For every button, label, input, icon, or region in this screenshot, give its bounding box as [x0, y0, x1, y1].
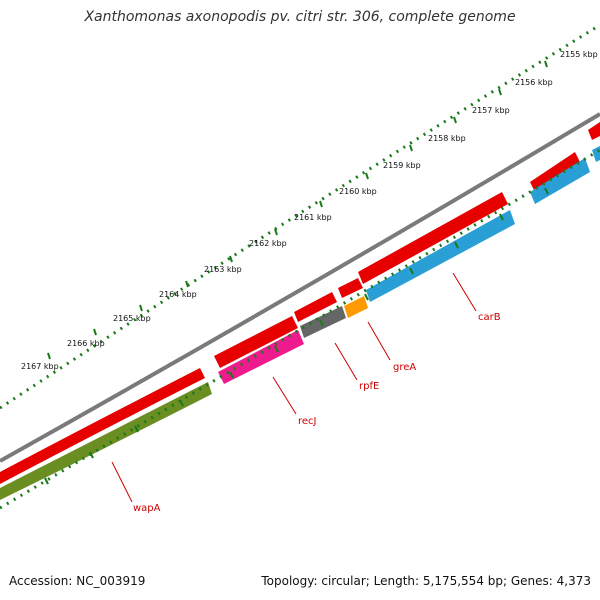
gene-label-rpfE[interactable]: rpfE: [359, 381, 379, 392]
gene-forward-2[interactable]: [214, 316, 298, 368]
genome-backbone: [0, 112, 600, 463]
gene-label-greA[interactable]: greA: [393, 362, 416, 373]
gene-forward-3[interactable]: [294, 292, 337, 322]
leader-carB: [452, 272, 477, 312]
scale-label-2157: 2157 kbp: [472, 106, 510, 115]
inner-strand-genes[interactable]: [0, 146, 600, 500]
scale-label-2156: 2156 kbp: [515, 78, 553, 87]
gene-inner-right[interactable]: [530, 158, 590, 204]
gene-forward-7[interactable]: [588, 122, 600, 140]
scale-label-2159: 2159 kbp: [383, 161, 421, 170]
gene-forward-1[interactable]: [0, 368, 205, 484]
scale-label-2167: 2167 kbp: [21, 362, 59, 371]
forward-strand-genes[interactable]: [0, 122, 600, 484]
leader-greA: [367, 321, 391, 361]
gene-label-wapA[interactable]: wapA: [133, 503, 161, 514]
genome-title: Xanthomonas axonopodis pv. citri str. 30…: [84, 9, 516, 25]
accession-text: Accession: NC_003919: [9, 574, 146, 588]
scale-label-2155: 2155 kbp: [560, 50, 598, 59]
gene-rpfE[interactable]: [300, 306, 346, 338]
scale-label-2165: 2165 kbp: [113, 314, 151, 323]
gene-forward-6[interactable]: [530, 152, 580, 192]
gene-recJ[interactable]: [218, 330, 304, 384]
gene-inner-right-2[interactable]: [592, 146, 600, 162]
genome-summary-text: Topology: circular; Length: 5,175,554 bp…: [261, 574, 591, 588]
inner-tick-track: [0, 148, 600, 510]
scale-label-2160: 2160 kbp: [339, 187, 377, 196]
leader-recJ: [272, 376, 297, 415]
gene-label-carB[interactable]: carB: [478, 312, 501, 323]
leader-wapA: [111, 461, 133, 503]
gene-wapA[interactable]: [0, 382, 212, 500]
scale-label-2158: 2158 kbp: [428, 134, 466, 143]
scale-labels: 2155 kbp 2156 kbp 2157 kbp 2158 kbp 2159…: [21, 50, 598, 371]
leader-rpfE: [334, 342, 358, 381]
gene-label-recJ[interactable]: recJ: [298, 416, 317, 427]
gene-forward-4[interactable]: [338, 278, 363, 298]
scale-ticks: [47, 60, 548, 360]
scale-label-2163: 2163 kbp: [204, 265, 242, 274]
scale-label-2166: 2166 kbp: [67, 339, 105, 348]
gene-labels: wapA recJ rpfE greA carB: [133, 312, 501, 514]
inner-track-ticks: [44, 187, 549, 485]
scale-label-2162: 2162 kbp: [249, 239, 287, 248]
gene-greA[interactable]: [344, 296, 368, 318]
scale-label-2161: 2161 kbp: [294, 213, 332, 222]
gene-forward-5[interactable]: [358, 192, 508, 284]
scale-label-2164: 2164 kbp: [159, 290, 197, 299]
gene-leaders: [111, 272, 477, 503]
gene-carB[interactable]: [366, 210, 515, 302]
